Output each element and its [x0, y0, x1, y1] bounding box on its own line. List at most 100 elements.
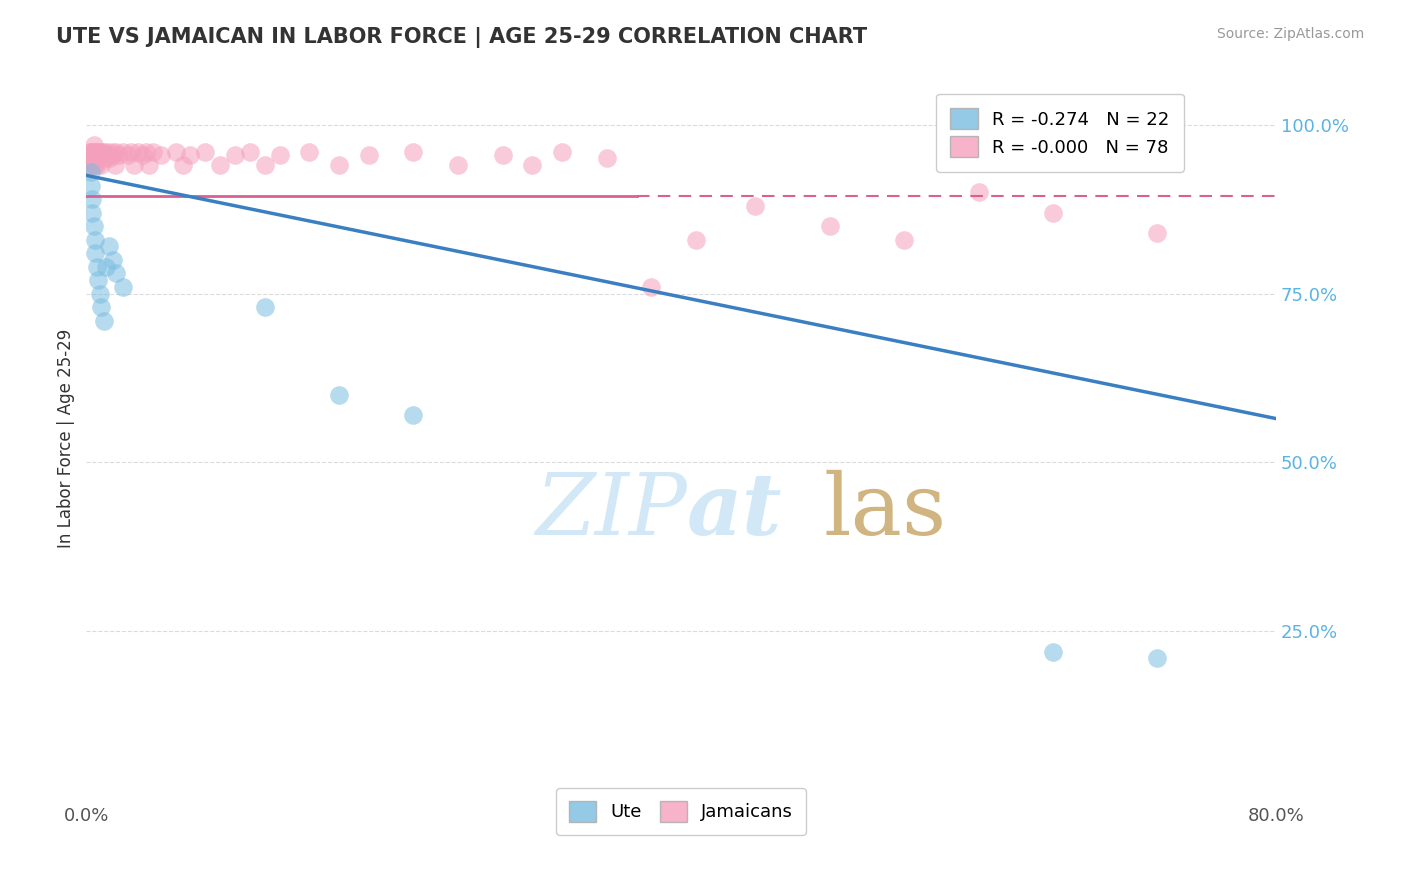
- Point: [83, 158, 105, 172]
- Point: [165, 145, 187, 159]
- Text: UTE VS JAMAICAN IN LABOR FORCE | AGE 25-29 CORRELATION CHART: UTE VS JAMAICAN IN LABOR FORCE | AGE 25-…: [56, 27, 868, 48]
- Point: [84, 148, 107, 162]
- Point: [86, 145, 108, 159]
- Point: [1042, 645, 1064, 659]
- Point: [86, 148, 108, 162]
- Point: [83, 145, 105, 159]
- Point: [357, 148, 380, 162]
- Point: [105, 145, 128, 159]
- Point: [269, 148, 291, 162]
- Point: [90, 300, 112, 314]
- Point: [101, 252, 124, 267]
- Point: [298, 145, 321, 159]
- Point: [94, 260, 117, 274]
- Point: [87, 145, 110, 159]
- Point: [1146, 651, 1168, 665]
- Point: [640, 280, 662, 294]
- Point: [76, 154, 98, 169]
- Point: [179, 148, 201, 162]
- Point: [80, 152, 103, 166]
- Text: at: at: [688, 469, 783, 553]
- Point: [83, 152, 105, 166]
- Point: [80, 165, 103, 179]
- Point: [80, 158, 103, 172]
- Point: [209, 158, 232, 172]
- Point: [893, 233, 915, 247]
- Point: [112, 280, 135, 294]
- Point: [224, 148, 246, 162]
- Point: [105, 266, 128, 280]
- Point: [97, 148, 120, 162]
- Point: [82, 192, 104, 206]
- Point: [94, 152, 117, 166]
- Point: [80, 178, 103, 193]
- Point: [138, 158, 160, 172]
- Point: [328, 388, 350, 402]
- Point: [89, 286, 111, 301]
- Point: [239, 145, 262, 159]
- Point: [101, 148, 124, 162]
- Point: [108, 148, 131, 162]
- Point: [744, 199, 766, 213]
- Point: [818, 219, 841, 233]
- Point: [112, 145, 135, 159]
- Text: ZIP: ZIP: [536, 470, 688, 552]
- Point: [84, 145, 107, 159]
- Point: [402, 145, 425, 159]
- Point: [120, 145, 142, 159]
- Point: [90, 158, 112, 172]
- Point: [80, 145, 103, 159]
- Point: [82, 145, 104, 159]
- Point: [328, 158, 350, 172]
- Point: [142, 145, 165, 159]
- Point: [80, 148, 103, 162]
- Point: [253, 300, 276, 314]
- Point: [551, 145, 574, 159]
- Point: [194, 145, 217, 159]
- Point: [447, 158, 470, 172]
- Point: [117, 148, 139, 162]
- Point: [967, 186, 990, 200]
- Point: [89, 145, 111, 159]
- Point: [522, 158, 544, 172]
- Legend: Ute, Jamaicans: Ute, Jamaicans: [557, 789, 806, 835]
- Point: [96, 145, 118, 159]
- Point: [149, 148, 172, 162]
- Point: [86, 260, 108, 274]
- Point: [77, 152, 100, 166]
- Point: [82, 158, 104, 172]
- Point: [76, 148, 98, 162]
- Point: [86, 158, 108, 172]
- Point: [82, 152, 104, 166]
- Point: [253, 158, 276, 172]
- Point: [90, 145, 112, 159]
- Point: [89, 148, 111, 162]
- Y-axis label: In Labor Force | Age 25-29: In Labor Force | Age 25-29: [58, 329, 75, 549]
- Point: [82, 148, 104, 162]
- Point: [83, 148, 105, 162]
- Point: [596, 152, 619, 166]
- Point: [84, 246, 107, 260]
- Point: [83, 219, 105, 233]
- Point: [685, 233, 707, 247]
- Point: [93, 145, 115, 159]
- Point: [93, 313, 115, 327]
- Point: [1146, 226, 1168, 240]
- Point: [77, 158, 100, 172]
- Point: [127, 145, 149, 159]
- Point: [492, 148, 515, 162]
- Point: [77, 145, 100, 159]
- Point: [87, 273, 110, 287]
- Point: [122, 158, 145, 172]
- Text: Source: ZipAtlas.com: Source: ZipAtlas.com: [1216, 27, 1364, 41]
- Point: [87, 152, 110, 166]
- Point: [132, 148, 155, 162]
- Point: [98, 152, 121, 166]
- Point: [172, 158, 194, 172]
- Point: [100, 145, 122, 159]
- Text: las: las: [824, 469, 948, 553]
- Point: [82, 205, 104, 219]
- Point: [90, 148, 112, 162]
- Point: [84, 158, 107, 172]
- Point: [135, 145, 157, 159]
